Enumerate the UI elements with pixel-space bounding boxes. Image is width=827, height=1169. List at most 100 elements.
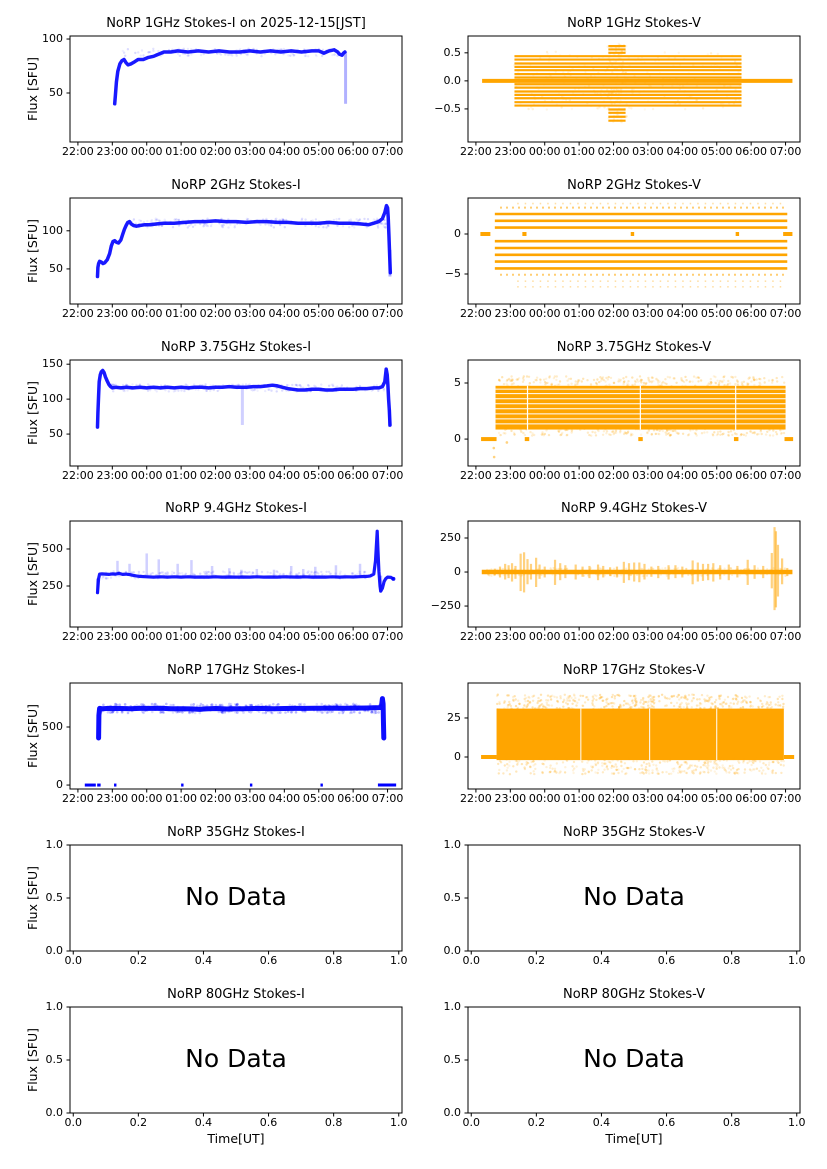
scatter-dot bbox=[175, 218, 178, 221]
scatter-dot bbox=[559, 695, 562, 698]
scatter-dot bbox=[229, 223, 232, 226]
scatter-dot bbox=[727, 433, 730, 437]
x-tick-label: 05:00 bbox=[700, 792, 733, 805]
scatter-dot bbox=[551, 767, 554, 770]
scatter-dot bbox=[769, 707, 772, 710]
scatter-dot bbox=[727, 102, 731, 105]
scatter-dot bbox=[629, 574, 633, 577]
scatter-dot bbox=[306, 571, 309, 574]
scatter-dot bbox=[753, 431, 756, 434]
scatter-dot bbox=[572, 698, 575, 702]
y-tick-label: 25 bbox=[447, 710, 461, 724]
subplot-title: NoRP 17GHz Stokes-V bbox=[563, 663, 705, 678]
scatter-dot bbox=[106, 711, 110, 714]
scatter-dot bbox=[600, 696, 603, 699]
scatter-dot bbox=[567, 699, 570, 702]
scatter-dot bbox=[605, 704, 608, 708]
scatter-dot bbox=[166, 571, 169, 574]
scatter-dot bbox=[719, 694, 722, 697]
scatter-dot bbox=[283, 226, 286, 229]
scatter-dot bbox=[752, 377, 755, 380]
scatter-dot bbox=[522, 431, 525, 435]
scatter-dot bbox=[281, 389, 284, 392]
scatter-dot bbox=[559, 433, 562, 437]
scatter-dot bbox=[501, 567, 505, 570]
scatter-dot bbox=[612, 765, 616, 768]
scatter-dot bbox=[749, 701, 752, 704]
scatter-dot bbox=[624, 71, 627, 75]
scatter-dot bbox=[644, 700, 648, 704]
scatter-dot bbox=[162, 711, 165, 714]
scatter-dot bbox=[668, 697, 671, 700]
scatter-dot bbox=[624, 82, 627, 85]
scatter-dot bbox=[736, 78, 739, 82]
scatter-dot bbox=[698, 698, 701, 701]
scatter-dot bbox=[715, 433, 719, 437]
scatter-dot bbox=[181, 571, 184, 575]
scatter-dot bbox=[543, 708, 547, 712]
scatter-dot bbox=[623, 762, 627, 765]
x-tick-label: 23:00 bbox=[96, 630, 129, 643]
scatter-dot bbox=[604, 428, 607, 431]
scatter-dot bbox=[753, 383, 756, 387]
scatter-dot bbox=[678, 770, 682, 774]
scatter-dot bbox=[602, 91, 606, 95]
scatter-dot bbox=[613, 702, 616, 705]
scatter-dot bbox=[723, 384, 726, 387]
scatter-dot bbox=[646, 701, 649, 704]
scatter-dot bbox=[509, 379, 512, 382]
scatter-dot bbox=[613, 53, 616, 56]
x-tick-label: 00:00 bbox=[130, 307, 163, 320]
scatter-dot bbox=[189, 223, 193, 226]
scatter-dot bbox=[636, 573, 639, 576]
scatter-dot bbox=[648, 75, 652, 78]
scatter-dot bbox=[568, 65, 571, 68]
scatter-dot bbox=[722, 432, 725, 435]
scatter-dot bbox=[171, 703, 175, 707]
scatter-dot bbox=[649, 706, 652, 709]
x-tick-label: 00:00 bbox=[130, 792, 163, 805]
subplot-title: NoRP 9.4GHz Stokes-I bbox=[165, 501, 307, 516]
scatter-dot bbox=[737, 70, 740, 74]
scatter-dot bbox=[199, 222, 202, 226]
scatter-dot bbox=[625, 766, 628, 770]
scatter-dot bbox=[529, 772, 532, 775]
no-data-label: No Data bbox=[583, 1044, 685, 1073]
scatter-dot bbox=[728, 764, 732, 768]
scatter-dot bbox=[297, 571, 301, 575]
scatter-dot bbox=[624, 86, 628, 89]
scatter-dot bbox=[635, 700, 638, 704]
scatter-dot bbox=[557, 92, 561, 95]
scatter-dot bbox=[728, 382, 732, 385]
scatter-dot bbox=[594, 759, 597, 762]
scatter-dot bbox=[575, 704, 578, 707]
scatter-dot bbox=[766, 702, 769, 705]
scatter-dot bbox=[126, 389, 129, 392]
scatter-dot bbox=[724, 702, 727, 706]
scatter-dot bbox=[207, 570, 210, 574]
scatter-dot bbox=[593, 75, 597, 79]
scatter-dot bbox=[695, 429, 698, 432]
scatter-dot bbox=[687, 433, 691, 436]
scatter-dot bbox=[247, 570, 251, 574]
x-tick-label: 00:00 bbox=[528, 630, 561, 643]
scatter-dot bbox=[193, 711, 197, 715]
scatter-dot bbox=[592, 66, 595, 69]
scatter-dot bbox=[516, 761, 520, 764]
scatter-dot bbox=[758, 769, 761, 773]
subplot-title: NoRP 1GHz Stokes-V bbox=[567, 16, 701, 31]
scatter-dot bbox=[595, 698, 598, 702]
scatter-dot bbox=[667, 772, 671, 776]
scatter-dot bbox=[526, 761, 530, 765]
scatter-dot bbox=[552, 377, 556, 380]
scatter-dot bbox=[610, 766, 613, 769]
scatter-dot bbox=[596, 428, 599, 431]
scatter-dot bbox=[668, 428, 671, 431]
scatter-dot bbox=[638, 375, 642, 378]
scatter-dot bbox=[671, 767, 674, 771]
scatter-dot bbox=[645, 771, 648, 774]
scatter-dot bbox=[595, 107, 599, 110]
scatter-dot bbox=[611, 47, 614, 51]
scatter-dot bbox=[738, 761, 741, 764]
scatter-dot bbox=[634, 380, 637, 384]
